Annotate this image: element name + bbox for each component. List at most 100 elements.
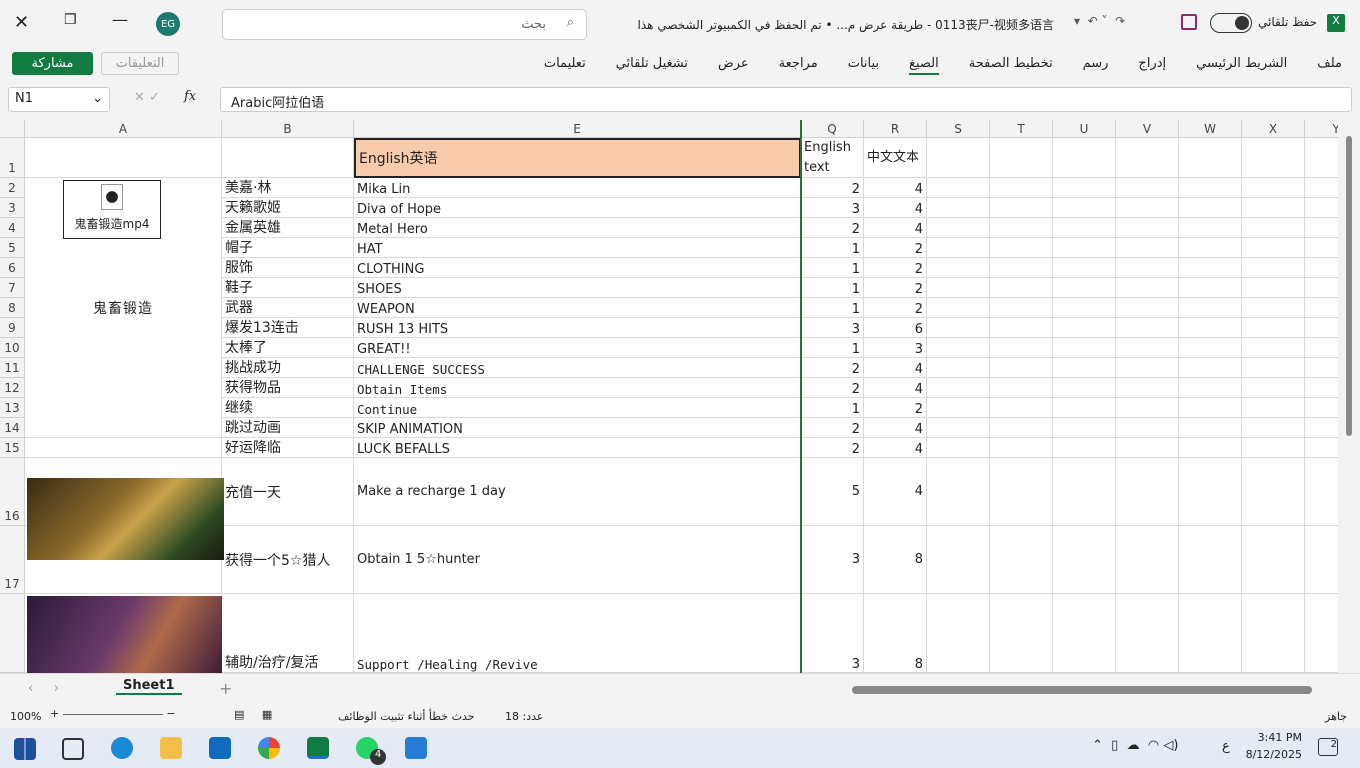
- cell[interactable]: [1179, 198, 1242, 218]
- cell[interactable]: [1116, 418, 1179, 438]
- cell[interactable]: Continue: [354, 398, 801, 418]
- cell[interactable]: [1305, 458, 1338, 526]
- row-header[interactable]: 1: [0, 138, 25, 178]
- cell[interactable]: [1179, 378, 1242, 398]
- row-header[interactable]: 16: [0, 458, 25, 526]
- cell[interactable]: [1116, 198, 1179, 218]
- column-header[interactable]: Y: [1305, 120, 1338, 138]
- cell[interactable]: [1179, 238, 1242, 258]
- cell[interactable]: 1: [801, 258, 864, 278]
- cell[interactable]: [1305, 218, 1338, 238]
- input-language[interactable]: ع: [1222, 739, 1230, 754]
- cell[interactable]: [927, 594, 990, 673]
- cell[interactable]: [1053, 138, 1116, 178]
- cell[interactable]: 3: [801, 594, 864, 673]
- sheet-nav[interactable]: ‹ ›: [28, 681, 60, 696]
- cell[interactable]: [1116, 526, 1179, 594]
- cell[interactable]: [990, 198, 1053, 218]
- minimize-button[interactable]: —: [112, 10, 128, 29]
- cell[interactable]: [1053, 178, 1116, 198]
- cell[interactable]: SKIP ANIMATION: [354, 418, 801, 438]
- task-view[interactable]: [62, 738, 84, 760]
- cell[interactable]: 1: [801, 278, 864, 298]
- cell[interactable]: [1116, 338, 1179, 358]
- cell[interactable]: [1305, 594, 1338, 673]
- cell[interactable]: [1179, 338, 1242, 358]
- excel-taskbar-icon[interactable]: [307, 737, 329, 759]
- cell[interactable]: [1179, 398, 1242, 418]
- cell[interactable]: 充值一天: [222, 458, 354, 526]
- cell[interactable]: [1305, 338, 1338, 358]
- cell[interactable]: [1053, 438, 1116, 458]
- cell[interactable]: [1242, 398, 1305, 418]
- cell[interactable]: 5: [801, 458, 864, 526]
- cell[interactable]: [927, 278, 990, 298]
- cell[interactable]: [1116, 378, 1179, 398]
- column-header[interactable]: U: [1053, 120, 1116, 138]
- ribbon-tab[interactable]: الصيغ: [909, 56, 939, 75]
- column-header[interactable]: V: [1116, 120, 1179, 138]
- cell[interactable]: [1242, 526, 1305, 594]
- cell[interactable]: 继续: [222, 398, 354, 418]
- cell[interactable]: [1305, 318, 1338, 338]
- picture[interactable]: [27, 596, 222, 673]
- cell[interactable]: LUCK BEFALLS: [354, 438, 801, 458]
- vertical-scrollbar[interactable]: [1338, 120, 1360, 673]
- cell[interactable]: 跳过动画: [222, 418, 354, 438]
- cell[interactable]: 8: [864, 594, 927, 673]
- fx-button[interactable]: fx: [184, 89, 197, 104]
- cell[interactable]: [927, 338, 990, 358]
- cell[interactable]: [990, 594, 1053, 673]
- cell[interactable]: [1053, 358, 1116, 378]
- row-header[interactable]: 3: [0, 198, 25, 218]
- cell[interactable]: [1116, 218, 1179, 238]
- cell[interactable]: English text: [801, 138, 864, 178]
- cell[interactable]: [1179, 458, 1242, 526]
- cell[interactable]: 4: [864, 178, 927, 198]
- save-icon[interactable]: [1181, 14, 1197, 30]
- cell[interactable]: Obtain 1 5☆hunter: [354, 526, 801, 594]
- cell[interactable]: [1053, 198, 1116, 218]
- cell[interactable]: [990, 218, 1053, 238]
- cell[interactable]: [990, 318, 1053, 338]
- whatsapp-icon[interactable]: 4: [356, 737, 386, 765]
- cell[interactable]: Diva of Hope: [354, 198, 801, 218]
- cell[interactable]: [1242, 178, 1305, 198]
- sheet-tab[interactable]: Sheet1: [116, 678, 182, 695]
- cell[interactable]: [1116, 438, 1179, 458]
- cell[interactable]: 3: [801, 526, 864, 594]
- cell[interactable]: [1305, 198, 1338, 218]
- cell[interactable]: 1: [801, 238, 864, 258]
- cell[interactable]: [1053, 238, 1116, 258]
- cell[interactable]: [1116, 298, 1179, 318]
- cell[interactable]: 太棒了: [222, 338, 354, 358]
- cell[interactable]: CLOTHING: [354, 258, 801, 278]
- cell[interactable]: [927, 258, 990, 278]
- zoom-level[interactable]: 100%: [10, 710, 42, 723]
- cell[interactable]: [927, 358, 990, 378]
- cell[interactable]: [1242, 378, 1305, 398]
- cell[interactable]: [1116, 178, 1179, 198]
- add-sheet[interactable]: +: [219, 679, 233, 698]
- cell[interactable]: [1116, 458, 1179, 526]
- cell[interactable]: [1053, 594, 1116, 673]
- cell[interactable]: 6: [864, 318, 927, 338]
- column-header[interactable]: T: [990, 120, 1053, 138]
- cell[interactable]: [1179, 318, 1242, 338]
- worksheet-grid[interactable]: A B E Q R S T U V W X Y 1 English英语 English text 中文文本 2 美…: [0, 120, 1338, 673]
- cell[interactable]: 4: [864, 218, 927, 238]
- embedded-file[interactable]: 鬼畜锻造mp4: [63, 180, 161, 239]
- cell[interactable]: 鞋子: [222, 278, 354, 298]
- cell[interactable]: 3: [864, 338, 927, 358]
- cell[interactable]: 4: [864, 198, 927, 218]
- cell[interactable]: [1179, 178, 1242, 198]
- view-buttons[interactable]: ▤ ▦: [234, 708, 273, 721]
- column-header[interactable]: X: [1242, 120, 1305, 138]
- cell[interactable]: 4: [864, 358, 927, 378]
- cell[interactable]: [1116, 278, 1179, 298]
- cell[interactable]: [1242, 338, 1305, 358]
- ribbon-tab[interactable]: الشريط الرئيسي: [1196, 56, 1288, 71]
- cell[interactable]: [1242, 318, 1305, 338]
- cell[interactable]: [1179, 138, 1242, 178]
- cell[interactable]: [990, 378, 1053, 398]
